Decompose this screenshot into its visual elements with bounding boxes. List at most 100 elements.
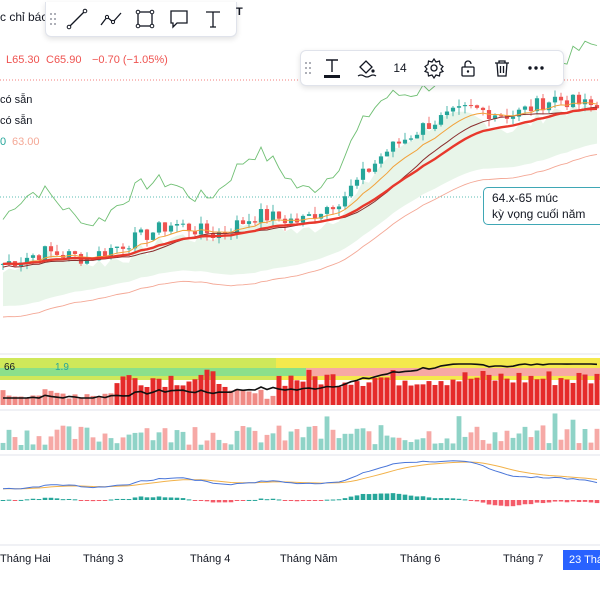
heat-bar xyxy=(522,382,528,405)
heat-band-mid xyxy=(438,368,444,376)
drag-handle-icon[interactable] xyxy=(301,52,315,84)
macd-histogram-bar xyxy=(516,500,522,506)
heat-bar xyxy=(18,396,24,405)
heat-bar xyxy=(516,372,522,405)
macd-histogram-bar xyxy=(546,500,552,503)
settings-icon[interactable] xyxy=(417,52,451,84)
price-target-note[interactable]: 64.x-65 múc kỳ vọng cuối năm xyxy=(483,187,600,225)
macd-histogram-bar xyxy=(72,499,78,501)
heat-bar xyxy=(366,382,372,405)
heat-band-mid xyxy=(426,368,432,376)
heat-band-mid xyxy=(354,368,360,376)
heat-band-mid xyxy=(246,368,252,376)
trend-line-icon[interactable] xyxy=(60,3,94,35)
heat-bar xyxy=(504,378,510,405)
volume-bar xyxy=(264,434,270,450)
candle-body xyxy=(402,139,408,144)
x-tick-label: Tháng Hai xyxy=(0,553,51,565)
volume-bar xyxy=(390,437,396,450)
candle-body xyxy=(204,223,210,234)
macd-histogram-bar xyxy=(456,498,462,500)
heat-bar xyxy=(402,380,408,405)
volume-bar xyxy=(240,426,246,450)
heat-bar xyxy=(12,396,18,405)
lock-icon[interactable] xyxy=(451,52,485,84)
volume-bar xyxy=(408,442,414,450)
fill-color-icon[interactable] xyxy=(349,52,383,84)
candle-body xyxy=(534,98,540,112)
text-color-icon[interactable] xyxy=(315,52,349,84)
macd-histogram-bar xyxy=(12,500,18,501)
candle-body xyxy=(510,116,516,119)
volume-bar xyxy=(324,416,330,450)
heat-bar xyxy=(66,398,72,405)
heat-band-mid xyxy=(264,368,270,376)
heat-bar xyxy=(126,375,132,405)
rectangle-icon[interactable] xyxy=(128,3,162,35)
heat-bar xyxy=(114,383,120,405)
heat-bar xyxy=(426,381,432,405)
heat-bar xyxy=(264,398,270,405)
callout-icon[interactable] xyxy=(162,3,196,35)
heat-band-mid xyxy=(24,368,30,376)
macd-histogram-bar xyxy=(522,500,528,505)
heat-bar xyxy=(456,381,462,405)
volume-bar xyxy=(396,437,402,450)
macd-histogram-bar xyxy=(414,496,420,500)
heat-bar xyxy=(72,394,78,405)
heat-band-mid xyxy=(510,368,516,376)
indicator-value-2: 1.9 xyxy=(55,362,69,373)
heat-band-mid xyxy=(228,368,234,376)
trash-icon[interactable] xyxy=(485,52,519,84)
candle-body xyxy=(516,109,522,117)
candle-body xyxy=(390,141,396,152)
heat-bar xyxy=(174,385,180,405)
macd-histogram-bar xyxy=(48,497,54,500)
candle-body xyxy=(318,213,324,219)
heat-bar xyxy=(540,378,546,405)
macd-histogram-bar xyxy=(438,498,444,500)
macd-histogram-bar xyxy=(564,500,570,503)
candle-body xyxy=(342,196,348,207)
macd-histogram-bar xyxy=(276,499,282,501)
volume-bar xyxy=(306,426,312,450)
macd-histogram-bar xyxy=(138,496,144,500)
x-tick-label: Tháng 3 xyxy=(83,553,124,565)
heat-band-mid xyxy=(420,368,426,376)
drag-handle-icon[interactable] xyxy=(46,3,60,35)
candle-body xyxy=(30,255,36,258)
heat-bar xyxy=(180,385,186,405)
macd-histogram-bar xyxy=(228,500,234,503)
volume-bar xyxy=(372,444,378,450)
heat-band-mid xyxy=(132,368,138,376)
macd-histogram-bar xyxy=(96,500,102,501)
macd-histogram-bar xyxy=(474,500,480,502)
volume-bar xyxy=(114,443,120,450)
heat-bar xyxy=(360,385,366,405)
candle-body xyxy=(234,220,240,233)
heat-band-mid xyxy=(492,368,498,376)
candle-body xyxy=(150,232,156,240)
font-size-button[interactable]: 14 xyxy=(393,61,407,75)
heat-bar xyxy=(60,393,66,405)
heat-band-mid xyxy=(450,368,456,376)
candle-body xyxy=(582,99,588,105)
candle-body xyxy=(414,134,420,139)
path-icon[interactable] xyxy=(94,3,128,35)
candle-body xyxy=(588,99,594,106)
candle-body xyxy=(438,115,444,125)
macd-pane xyxy=(0,460,600,507)
macd-histogram-bar xyxy=(240,500,246,501)
macd-histogram-bar xyxy=(42,497,48,500)
heat-band-mid xyxy=(18,368,24,376)
heat-band-mid xyxy=(198,368,204,376)
text-icon[interactable] xyxy=(196,3,230,35)
heat-band-mid xyxy=(54,368,60,376)
heat-bar xyxy=(204,369,210,405)
heat-band-mid xyxy=(348,368,354,376)
candle-body xyxy=(132,232,138,249)
candle-body xyxy=(432,124,438,129)
volume-bar xyxy=(516,433,522,450)
more-icon[interactable] xyxy=(519,52,553,84)
